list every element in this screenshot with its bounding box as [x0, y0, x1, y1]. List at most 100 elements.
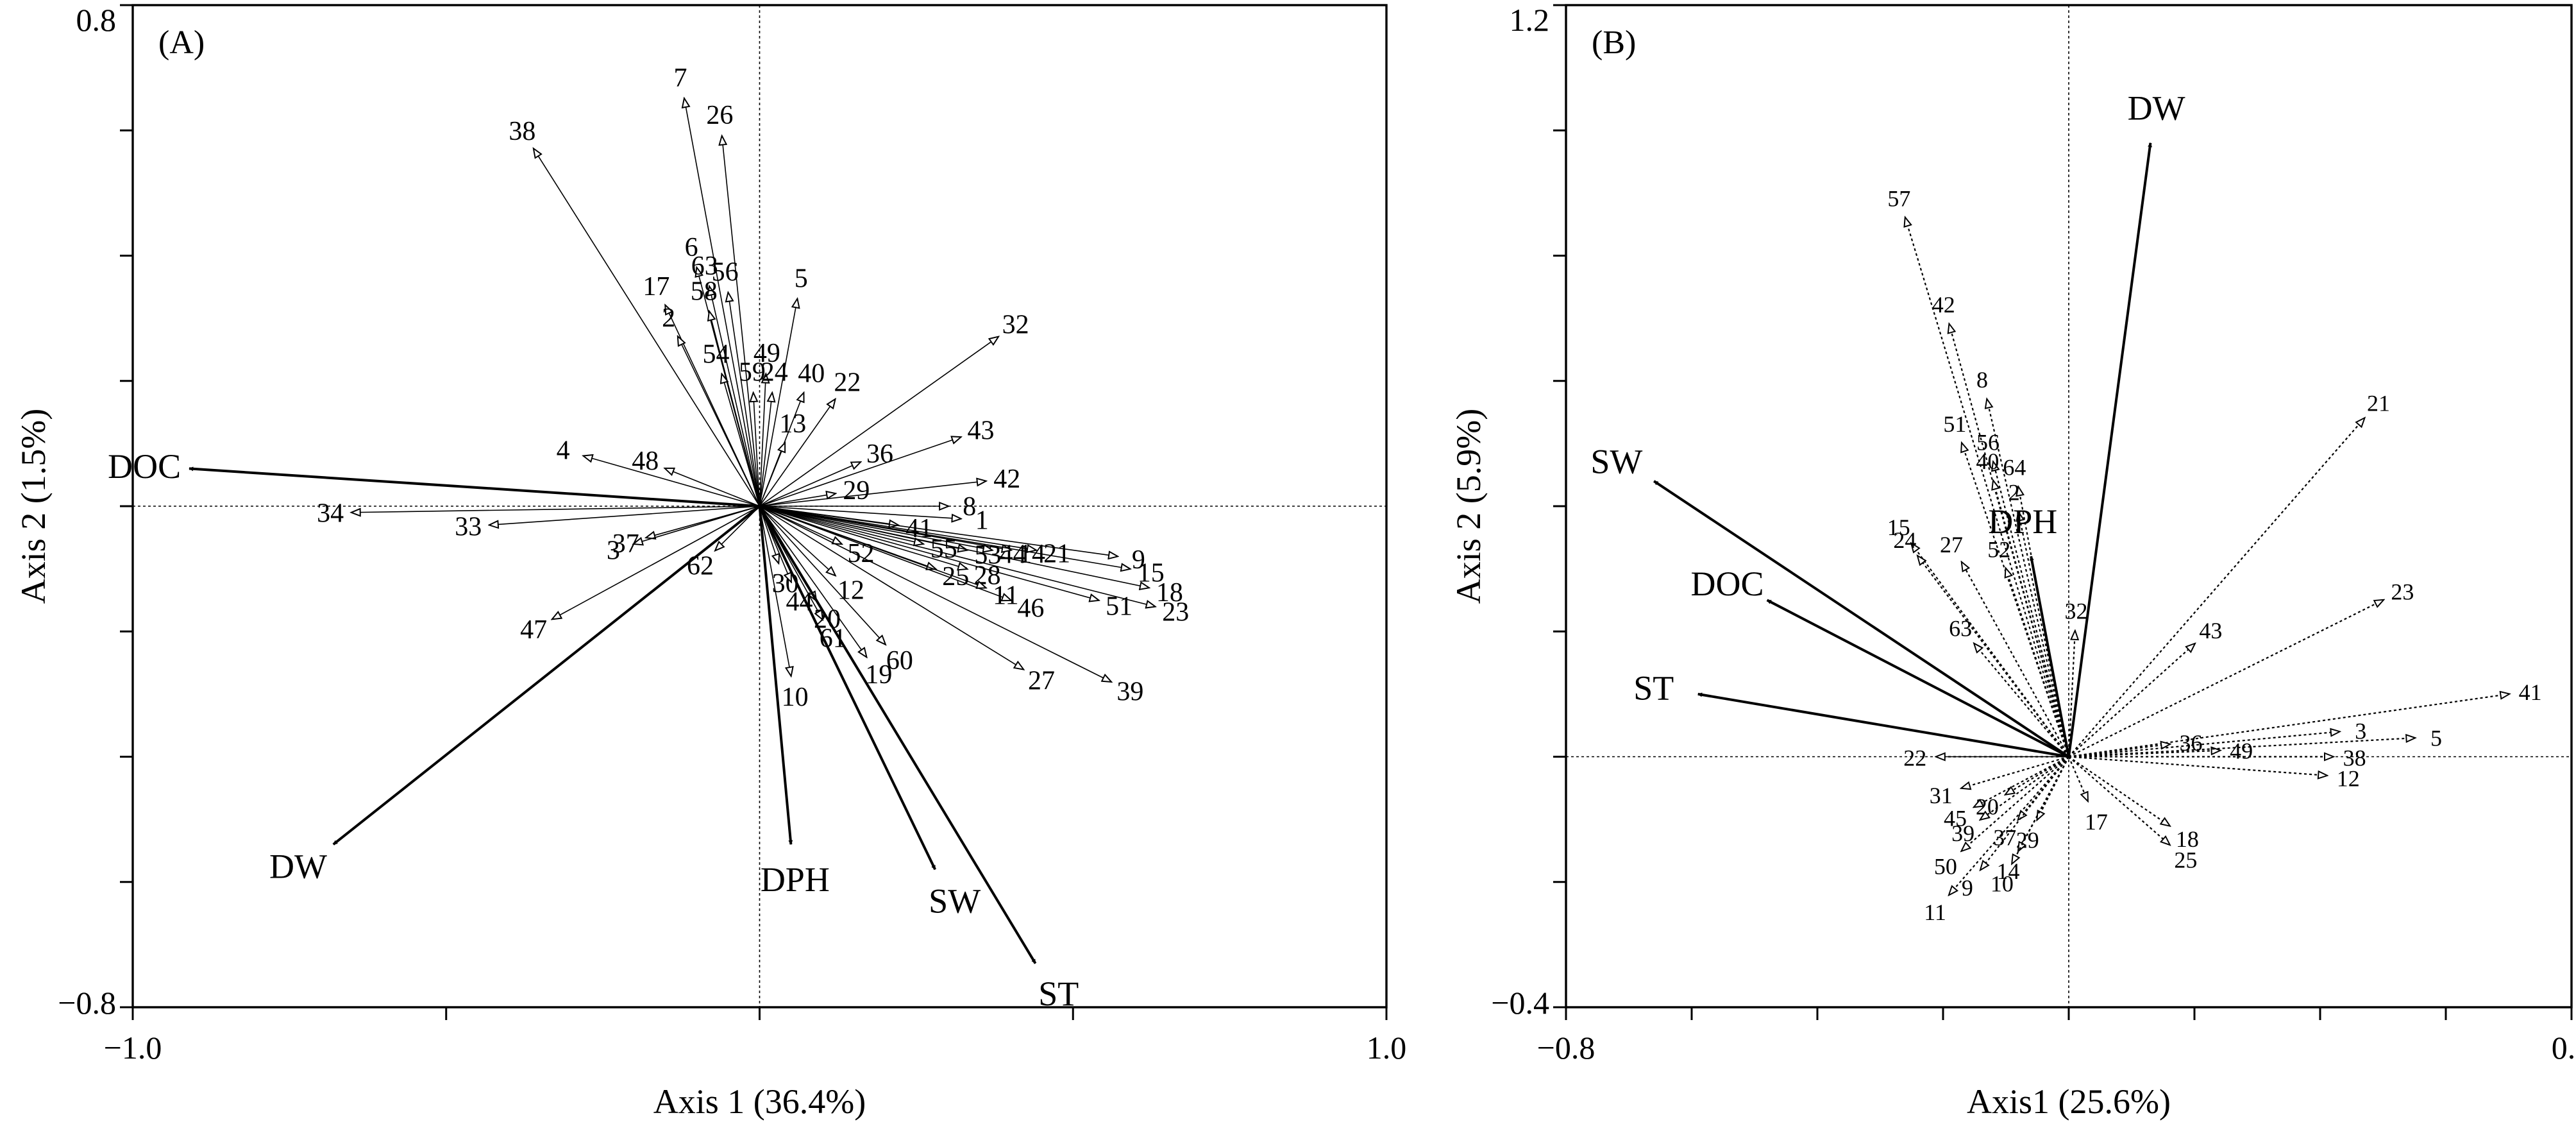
- species-arrow-41: [2068, 694, 2509, 758]
- species-arrow-36: [759, 463, 860, 507]
- species-label-9: 9: [1132, 545, 1145, 575]
- species-label-23: 23: [1162, 598, 1189, 627]
- species-label-47: 47: [520, 615, 547, 645]
- species-arrow-57: [1905, 218, 2070, 757]
- species-arrow-29: [759, 493, 835, 507]
- species-arrow-5: [2068, 738, 2414, 758]
- species-arrow-12: [759, 506, 835, 575]
- species-arrow-56: [1993, 463, 2070, 757]
- env-arrow-dph: [758, 506, 793, 845]
- species-label-5: 5: [795, 264, 808, 293]
- species-arrow-64: [2019, 488, 2070, 757]
- species-label-64: 64: [2003, 454, 2026, 480]
- species-label-8: 8: [1976, 367, 1988, 393]
- species-label-32: 32: [2065, 598, 2088, 624]
- env-label-doc: DOC: [108, 447, 181, 486]
- species-arrow-50: [1962, 756, 2069, 851]
- species-arrow-56: [728, 293, 761, 507]
- env-label-st: ST: [1633, 669, 1674, 708]
- species-arrow-18: [759, 506, 1149, 588]
- species-label-56: 56: [1976, 430, 1999, 456]
- species-arrow-19: [759, 506, 866, 656]
- species-arrow-24: [759, 393, 773, 507]
- species-label-3: 3: [2355, 718, 2366, 744]
- species-arrow-60: [759, 506, 886, 644]
- species-label-11: 11: [1924, 899, 1946, 925]
- species-arrow-54: [722, 375, 761, 507]
- species-arrow-23: [2068, 600, 2383, 758]
- species-label-17: 17: [2085, 809, 2108, 835]
- env-label-sw: SW: [929, 882, 981, 921]
- species-label-17: 17: [643, 272, 669, 302]
- species-label-27: 27: [1940, 532, 1963, 558]
- y-tick-label: 0.8: [76, 2, 117, 38]
- species-label-57: 57: [1887, 185, 1910, 211]
- species-label-43: 43: [2199, 618, 2222, 643]
- species-arrow-31: [1962, 756, 2069, 788]
- panel-a: −1.0 1.0 −0.8 0.8 Axis 1 (36.4%) Axis 2 (1.5%…: [14, 2, 1406, 1121]
- species-label-12: 12: [2337, 765, 2360, 791]
- species-arrow-36: [2068, 744, 2169, 758]
- species-label-13: 13: [779, 409, 806, 439]
- species-arrow-33: [490, 506, 760, 525]
- species-label-33: 33: [455, 513, 482, 542]
- species-label-44: 44: [786, 588, 812, 617]
- species-label-3: 3: [607, 536, 620, 565]
- species-arrow-42: [759, 481, 986, 507]
- species-label-58: 58: [691, 277, 718, 306]
- species-label-43: 43: [967, 416, 994, 446]
- species-label-42: 42: [993, 464, 1020, 494]
- species-label-48: 48: [632, 447, 659, 476]
- species-arrow-2: [678, 337, 761, 507]
- species-label-46: 46: [1017, 593, 1044, 623]
- species-arrow-4: [584, 456, 760, 507]
- species-label-63: 63: [1949, 616, 1972, 642]
- species-arrow-8: [1987, 400, 2070, 757]
- species-arrow-32: [759, 337, 998, 507]
- species-arrow-27: [759, 506, 1023, 669]
- species-label-8: 8: [963, 492, 976, 522]
- species-label-51: 51: [1943, 411, 1966, 437]
- env-arrow-sw: [1653, 480, 2070, 758]
- species-arrow-21: [2068, 418, 2364, 758]
- species-arrow-59: [753, 393, 761, 507]
- species-label-18: 18: [2176, 826, 2199, 852]
- species-arrow-15: [759, 506, 1130, 569]
- species-arrow-1: [759, 506, 961, 519]
- species-label-60: 60: [886, 646, 913, 676]
- species-label-19: 19: [865, 660, 892, 690]
- panel-b: −0.8 0.8 −0.4 1.2 Axis1 (25.6%) Axis 2 (5.9%)…: [1449, 2, 2576, 1121]
- species-arrow-28: [759, 506, 967, 569]
- species-label-10: 10: [1991, 871, 2014, 896]
- species-label-56: 56: [712, 257, 739, 287]
- env-arrow-doc: [1766, 599, 2069, 758]
- species-arrow-40: [1993, 481, 2070, 757]
- y-tick-label: 1.2: [1510, 2, 1550, 38]
- y-tick-label: −0.4: [1491, 985, 1549, 1021]
- species-label-32: 32: [1002, 311, 1029, 340]
- species-label-49: 49: [2230, 738, 2253, 763]
- env-label-doc: DOC: [1690, 565, 1764, 603]
- species-arrow-5: [759, 300, 798, 507]
- env-label-dw: DW: [2128, 89, 2185, 127]
- species-arrow-47: [553, 506, 760, 619]
- panel-label: (A): [158, 24, 205, 61]
- species-arrow-44: [759, 506, 992, 550]
- species-arrow-24: [1918, 556, 2069, 758]
- species-arrow-32: [2067, 631, 2075, 757]
- species-label-29: 29: [843, 476, 870, 506]
- species-label-25: 25: [2174, 847, 2197, 873]
- species-label-5: 5: [2430, 725, 2442, 751]
- species-label-24: 24: [1893, 527, 1916, 553]
- species-arrow-3: [634, 506, 760, 544]
- env-label-st: ST: [1038, 975, 1079, 1013]
- species-label-40: 40: [1976, 448, 1999, 474]
- species-label-2: 2: [662, 303, 675, 333]
- species-arrow-46: [759, 506, 1011, 600]
- species-arrow-25: [2068, 756, 2169, 845]
- species-label-63: 63: [691, 251, 718, 281]
- x-axis-title: Axis1 (25.6%): [1967, 1082, 2171, 1121]
- species-label-23: 23: [2391, 579, 2414, 604]
- env-label-dw: DW: [269, 847, 327, 885]
